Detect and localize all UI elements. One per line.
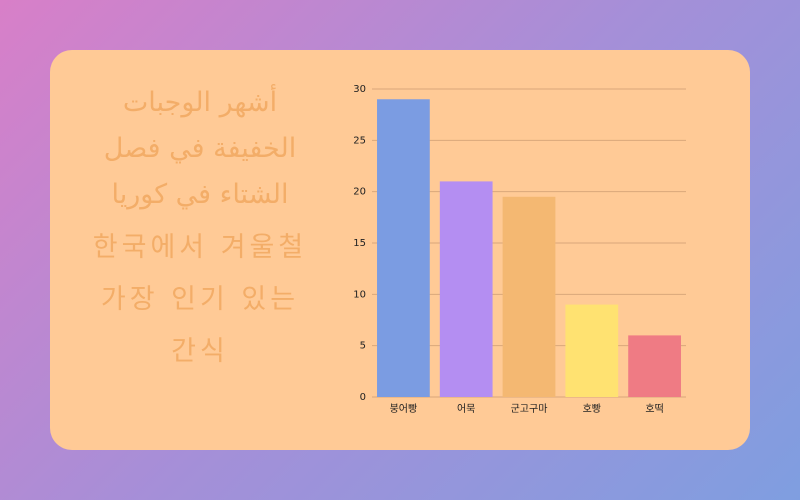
- chart-title: أشهر الوجبات الخفيفة في فصل الشتاء في كو…: [103, 87, 297, 210]
- x-tick-label: 군고구마: [511, 403, 548, 415]
- x-tick-label: 붕어빵: [390, 403, 418, 415]
- x-tick-label: 어묵: [457, 403, 475, 415]
- x-tick-label: 호떡: [645, 403, 663, 415]
- y-tick-label: 5: [360, 341, 366, 352]
- chart-subtitle: 한국에서 겨울철 가장 인기 있는 간식: [92, 232, 308, 367]
- y-tick-label: 20: [353, 187, 366, 198]
- y-tick-label: 15: [353, 238, 366, 249]
- y-tick-label: 30: [353, 84, 366, 95]
- bar: [565, 304, 619, 397]
- bar: [377, 99, 430, 398]
- bar: [502, 196, 556, 397]
- y-tick-label: 0: [360, 392, 366, 403]
- y-tick-label: 25: [353, 135, 366, 146]
- bar: [439, 181, 493, 397]
- x-tick-label: 호빵: [583, 403, 601, 415]
- bar: [628, 335, 681, 397]
- y-tick-label: 10: [353, 289, 366, 300]
